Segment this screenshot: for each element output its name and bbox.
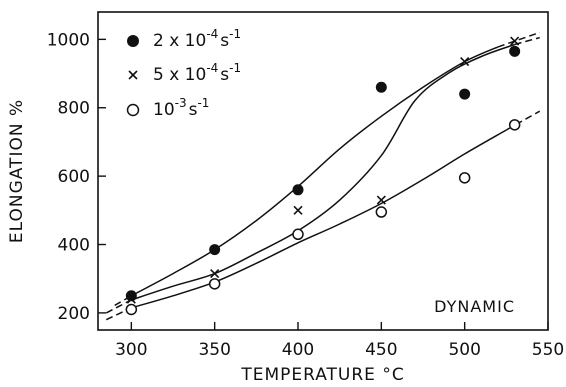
legend-label-2: 5 x 10-4 s-1 [153, 61, 241, 85]
point-series-3-530 [508, 119, 521, 131]
x-tick-label-350: 350 [198, 340, 230, 360]
plot-frame [97, 11, 549, 331]
x-tick-label-400: 400 [282, 340, 314, 360]
x-tick-label-550: 550 [532, 340, 564, 360]
point-series-3-400 [292, 228, 304, 241]
y-tick-label-400: 400 [58, 236, 90, 256]
point-series-3-450 [375, 206, 388, 218]
point-series-3-350 [208, 278, 221, 290]
x-tick-label-450: 450 [365, 340, 397, 360]
point-series-3-300 [125, 303, 138, 316]
point-series-1-500 [459, 88, 471, 100]
point-series-2-530 [510, 36, 520, 46]
curve-series-1-end-dash [497, 31, 540, 48]
legend-marker-1 [127, 35, 139, 47]
point-series-2-300 [126, 294, 136, 304]
y-axis-ticks: 200 400 600 800 1000 [47, 30, 106, 324]
curve-series-1 [130, 46, 499, 297]
y-tick-label-600: 600 [58, 167, 90, 187]
point-series-1-530 [509, 45, 521, 57]
point-series-1-350 [209, 244, 221, 256]
legend-label-3: 10-3 s-1 [153, 96, 209, 120]
y-tick-label-800: 800 [58, 99, 90, 119]
legend: 2 x 10-4 s-1 5 x 10-4 s-1 10-3 s-1 [126, 27, 241, 120]
y-axis-label: ELONGATION % [7, 99, 27, 243]
data-points [125, 36, 521, 316]
point-series-2-350 [210, 269, 220, 279]
x-axis-label: TEMPERATURE °C [240, 365, 404, 385]
x-tick-label-500: 500 [448, 340, 480, 360]
legend-marker-2 [128, 70, 138, 80]
curve-series-3 [131, 129, 507, 309]
x-tick-label-300: 300 [115, 340, 147, 360]
point-series-2-500 [460, 57, 470, 67]
curve-series-2 [131, 43, 515, 301]
dynamic-annotation: DYNAMIC [434, 297, 515, 316]
x-axis-ticks: 300 350 400 450 500 550 [115, 322, 564, 360]
curve-series-3-end-dash [505, 110, 541, 131]
point-series-2-400 [293, 205, 303, 215]
y-tick-label-200: 200 [58, 304, 90, 324]
point-series-1-400 [292, 184, 304, 196]
legend-label-1: 2 x 10-4 s-1 [153, 27, 241, 51]
y-tick-label-1000: 1000 [47, 30, 90, 50]
curve-series-2-end-dash [514, 36, 540, 46]
point-series-1-300 [125, 290, 137, 302]
point-series-1-450 [375, 81, 387, 93]
point-series-3-500 [458, 172, 471, 184]
point-series-2-450 [376, 195, 386, 205]
legend-marker-3 [126, 103, 140, 117]
